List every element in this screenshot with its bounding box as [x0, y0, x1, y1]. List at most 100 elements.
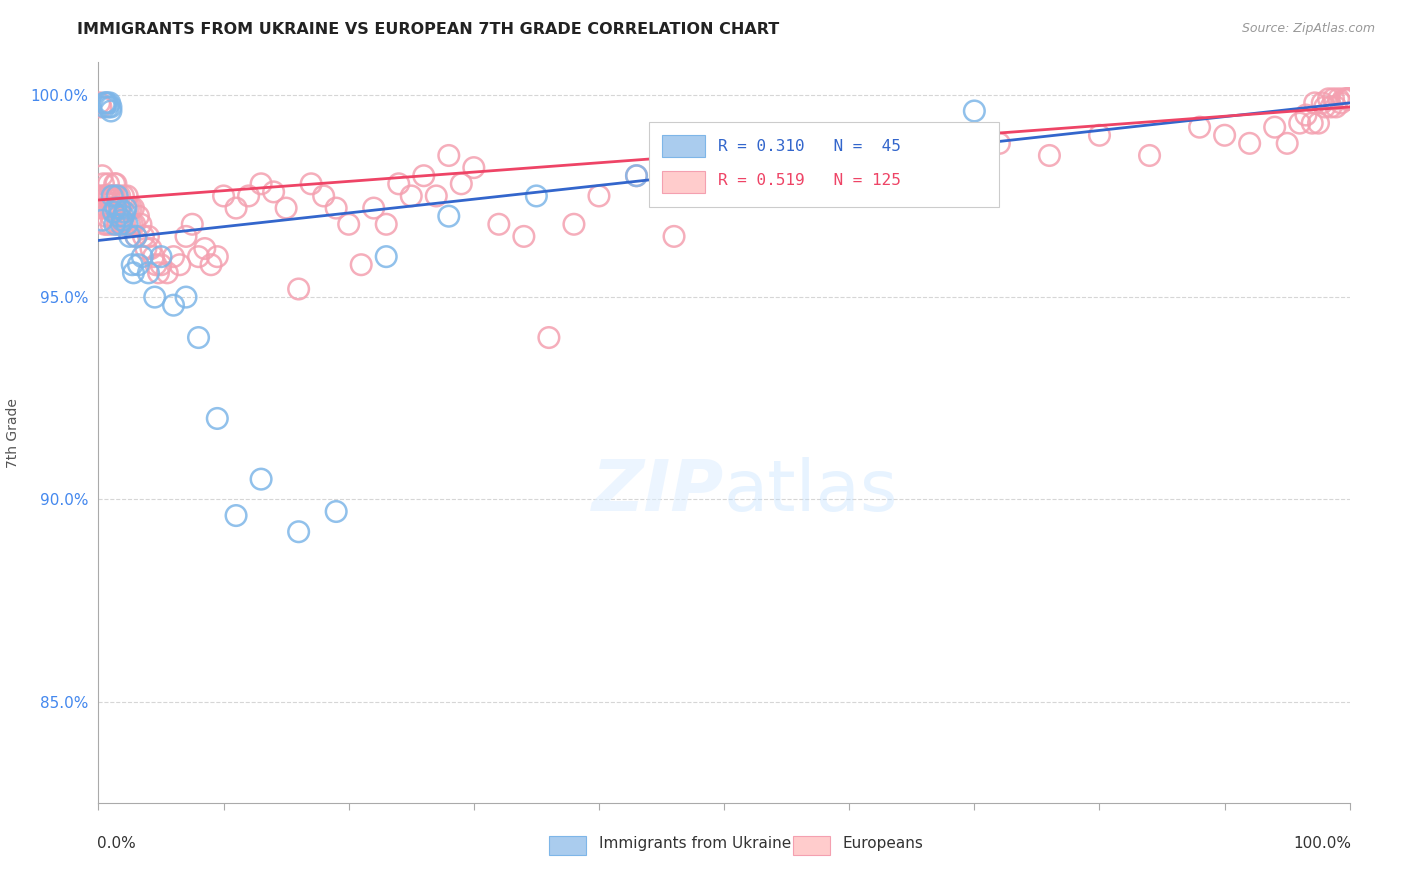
- Point: [181, 217, 204, 231]
- Point: [148, 266, 170, 280]
- Text: Europeans: Europeans: [844, 836, 924, 851]
- Point: [100, 100, 122, 114]
- Point: [1264, 120, 1286, 135]
- Point: [513, 229, 536, 244]
- Point: [110, 201, 132, 215]
- Point: [1330, 95, 1353, 110]
- Point: [787, 189, 810, 203]
- Point: [108, 201, 131, 215]
- Point: [97, 100, 120, 114]
- Text: R = 0.519   N = 125: R = 0.519 N = 125: [718, 173, 901, 188]
- Point: [337, 217, 360, 231]
- Point: [1188, 120, 1211, 135]
- Point: [1303, 95, 1326, 110]
- Point: [127, 209, 149, 223]
- Point: [101, 189, 124, 203]
- FancyBboxPatch shape: [650, 121, 1000, 207]
- Point: [138, 229, 160, 244]
- Point: [425, 189, 447, 203]
- Point: [938, 128, 960, 143]
- Point: [776, 128, 799, 143]
- Point: [135, 242, 157, 256]
- Point: [122, 201, 145, 215]
- Point: [156, 266, 179, 280]
- Point: [98, 201, 121, 215]
- Point: [1313, 100, 1336, 114]
- Point: [105, 217, 128, 231]
- Point: [107, 217, 129, 231]
- Point: [1310, 95, 1333, 110]
- Point: [194, 242, 217, 256]
- Text: ZIP: ZIP: [592, 458, 724, 526]
- Point: [104, 201, 127, 215]
- Point: [138, 266, 160, 280]
- Point: [97, 189, 120, 203]
- Point: [225, 201, 247, 215]
- Point: [274, 201, 298, 215]
- Point: [120, 201, 142, 215]
- Point: [889, 136, 911, 151]
- Point: [104, 189, 127, 203]
- Text: Immigrants from Ukraine: Immigrants from Ukraine: [599, 836, 792, 851]
- Point: [1327, 92, 1350, 106]
- Point: [96, 95, 118, 110]
- Point: [98, 95, 121, 110]
- Point: [96, 201, 118, 215]
- Point: [118, 229, 141, 244]
- Point: [103, 201, 125, 215]
- Point: [488, 217, 510, 231]
- Point: [1239, 136, 1261, 151]
- Bar: [661, 170, 706, 193]
- Bar: [548, 836, 586, 855]
- Point: [89, 95, 111, 110]
- Point: [169, 258, 191, 272]
- Point: [1295, 108, 1317, 122]
- Text: Source: ZipAtlas.com: Source: ZipAtlas.com: [1241, 22, 1375, 36]
- Y-axis label: 7th Grade: 7th Grade: [6, 398, 20, 467]
- Point: [207, 250, 229, 264]
- Point: [1317, 92, 1340, 106]
- Point: [100, 217, 122, 231]
- Point: [963, 103, 986, 118]
- Point: [626, 169, 648, 183]
- Point: [114, 217, 136, 231]
- Point: [207, 411, 229, 425]
- Point: [145, 258, 167, 272]
- Point: [104, 177, 127, 191]
- Text: 100.0%: 100.0%: [1294, 836, 1351, 851]
- Point: [124, 217, 146, 231]
- Point: [401, 189, 423, 203]
- Point: [287, 282, 309, 296]
- Point: [107, 209, 129, 223]
- Point: [104, 217, 127, 231]
- Point: [112, 189, 135, 203]
- Point: [103, 205, 125, 219]
- Point: [101, 189, 124, 203]
- Point: [91, 189, 114, 203]
- Point: [93, 95, 115, 110]
- Text: IMMIGRANTS FROM UKRAINE VS EUROPEAN 7TH GRADE CORRELATION CHART: IMMIGRANTS FROM UKRAINE VS EUROPEAN 7TH …: [77, 22, 779, 37]
- Point: [127, 258, 149, 272]
- Point: [108, 189, 131, 203]
- Point: [104, 201, 127, 215]
- Point: [263, 185, 285, 199]
- Point: [90, 100, 112, 114]
- Point: [94, 95, 117, 110]
- Point: [1038, 148, 1060, 162]
- Point: [115, 189, 138, 203]
- Point: [94, 209, 117, 223]
- Point: [132, 229, 155, 244]
- Point: [1277, 136, 1299, 151]
- Point: [299, 177, 322, 191]
- Point: [115, 201, 138, 215]
- Point: [1337, 92, 1360, 106]
- Point: [97, 177, 120, 191]
- Point: [187, 330, 209, 344]
- Bar: [793, 836, 831, 855]
- Point: [1301, 116, 1323, 130]
- Point: [463, 161, 485, 175]
- Point: [93, 100, 115, 114]
- Point: [162, 298, 184, 312]
- Point: [110, 217, 132, 231]
- Point: [1322, 92, 1344, 106]
